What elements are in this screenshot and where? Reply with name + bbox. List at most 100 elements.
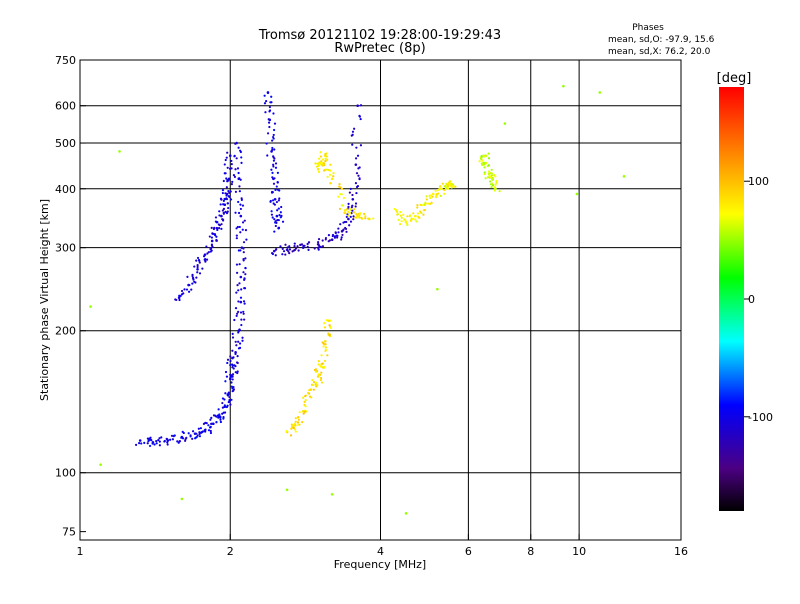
data-point <box>274 248 278 251</box>
data-point <box>227 177 231 181</box>
data-point <box>232 173 236 177</box>
data-point <box>224 380 227 383</box>
data-point <box>288 248 292 251</box>
data-point <box>241 339 244 342</box>
data-point <box>353 208 356 211</box>
data-point <box>275 214 279 218</box>
data-point <box>235 237 238 240</box>
data-point <box>483 155 486 158</box>
data-point <box>323 169 326 172</box>
data-point <box>299 243 302 247</box>
data-point <box>138 439 142 442</box>
data-point <box>481 159 484 162</box>
data-point <box>244 229 248 232</box>
data-point <box>294 247 298 250</box>
data-point <box>438 187 441 190</box>
data-point <box>225 186 228 189</box>
data-point <box>238 185 241 188</box>
data-point <box>494 187 497 191</box>
data-point <box>425 195 428 198</box>
data-point <box>323 339 327 343</box>
data-point <box>231 180 234 184</box>
data-point <box>223 197 227 201</box>
data-point <box>293 248 297 252</box>
data-point <box>240 288 243 291</box>
data-point <box>221 209 224 212</box>
data-point <box>189 435 192 438</box>
data-point <box>179 294 182 297</box>
data-point <box>490 174 494 177</box>
data-point <box>143 441 146 445</box>
data-point <box>244 273 247 276</box>
data-point <box>311 379 314 382</box>
data-point <box>238 225 241 229</box>
data-point <box>244 266 247 270</box>
data-point <box>484 162 488 165</box>
data-point <box>330 177 334 181</box>
data-point <box>194 436 198 439</box>
data-point <box>355 172 359 175</box>
data-point <box>323 365 326 368</box>
data-point <box>309 388 313 391</box>
data-point <box>358 216 361 219</box>
data-point <box>297 418 300 421</box>
y-tick-label: 400 <box>55 183 76 196</box>
data-point <box>304 405 307 408</box>
data-point <box>228 399 232 402</box>
data-point <box>444 187 448 190</box>
data-point <box>498 190 501 193</box>
data-point <box>484 177 487 180</box>
data-point <box>359 212 362 215</box>
data-point <box>225 375 229 378</box>
data-point <box>219 420 222 424</box>
data-point <box>236 167 240 170</box>
data-point <box>184 438 187 441</box>
data-point <box>222 211 225 214</box>
data-point <box>206 252 209 255</box>
data-point <box>226 151 229 154</box>
data-point <box>293 242 296 245</box>
data-point <box>239 149 242 152</box>
data-point <box>354 202 358 205</box>
data-point <box>324 359 327 363</box>
data-point <box>359 144 363 147</box>
data-point <box>326 354 329 357</box>
y-tick-label: 100 <box>55 467 76 480</box>
data-point <box>400 216 403 219</box>
data-point <box>224 192 227 195</box>
data-point <box>326 158 329 161</box>
data-point <box>267 118 270 121</box>
data-point <box>201 267 204 270</box>
data-point <box>155 440 158 443</box>
data-point <box>274 162 278 165</box>
data-point <box>218 210 221 213</box>
data-point <box>408 214 412 217</box>
data-point <box>231 373 235 376</box>
data-point <box>231 378 234 381</box>
data-point <box>181 437 185 440</box>
data-point <box>195 432 198 435</box>
data-point <box>326 168 329 171</box>
data-point <box>454 185 457 188</box>
data-point <box>231 375 234 378</box>
data-point <box>337 195 340 198</box>
data-point <box>158 437 161 440</box>
data-point <box>440 187 443 191</box>
data-point <box>166 443 169 446</box>
data-point <box>310 396 313 399</box>
data-point <box>272 182 276 185</box>
data-point <box>315 165 319 168</box>
data-point <box>224 158 227 162</box>
data-point <box>355 213 358 216</box>
y-tick-label: 200 <box>55 325 76 338</box>
data-point <box>358 177 361 180</box>
data-point <box>183 288 186 291</box>
data-point <box>222 179 225 183</box>
data-point <box>187 283 190 287</box>
data-point <box>273 218 276 221</box>
colorbar <box>719 87 744 511</box>
data-point <box>243 219 246 222</box>
data-point <box>231 336 235 339</box>
data-point <box>447 184 450 188</box>
